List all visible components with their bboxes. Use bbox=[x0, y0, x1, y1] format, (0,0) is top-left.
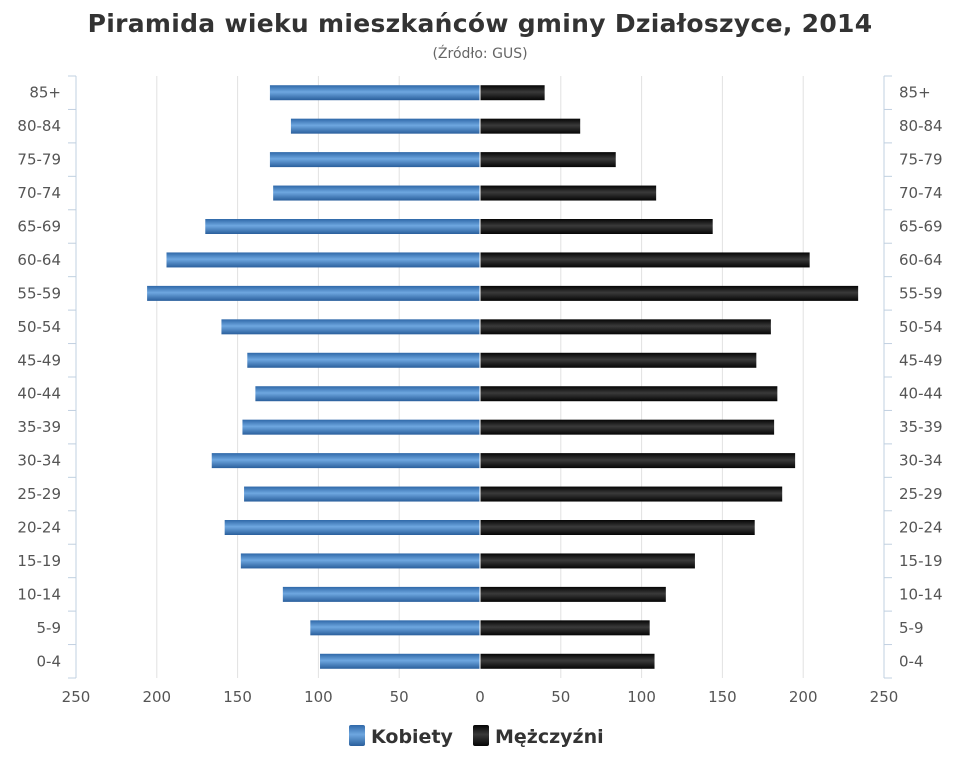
category-label-right: 80-84 bbox=[899, 117, 943, 135]
bar-kobiety-40-44[interactable] bbox=[255, 386, 480, 402]
category-label-left: 50-54 bbox=[17, 318, 61, 336]
bar-kobiety-5-9[interactable] bbox=[310, 620, 480, 636]
category-label-left: 65-69 bbox=[17, 218, 61, 236]
category-label-right: 35-39 bbox=[899, 418, 943, 436]
legend-item-mezczyzni[interactable]: Mężczyźni bbox=[473, 725, 604, 748]
category-label-right: 30-34 bbox=[899, 452, 943, 470]
category-label-left: 80-84 bbox=[17, 117, 61, 135]
category-label-left: 5-9 bbox=[37, 619, 62, 637]
category-label-left: 70-74 bbox=[17, 184, 61, 202]
bar-mezczyzni-0-4[interactable] bbox=[480, 653, 655, 669]
category-label-left: 35-39 bbox=[17, 418, 61, 436]
bar-kobiety-50-54[interactable] bbox=[221, 319, 480, 335]
bar-kobiety-10-14[interactable] bbox=[282, 586, 480, 602]
category-label-right: 25-29 bbox=[899, 485, 943, 503]
legend-label-mezczyzni: Mężczyźni bbox=[495, 726, 604, 748]
category-label-left: 85+ bbox=[29, 84, 61, 102]
x-tick-label: 250 bbox=[62, 688, 91, 706]
bar-mezczyzni-60-64[interactable] bbox=[480, 252, 810, 268]
bar-kobiety-70-74[interactable] bbox=[273, 185, 480, 201]
bar-mezczyzni-85+[interactable] bbox=[480, 85, 545, 101]
category-label-right: 40-44 bbox=[899, 385, 943, 403]
bar-mezczyzni-70-74[interactable] bbox=[480, 185, 657, 201]
bar-kobiety-20-24[interactable] bbox=[224, 520, 480, 535]
bars bbox=[147, 76, 859, 678]
x-tick-label: 150 bbox=[708, 688, 737, 706]
category-label-right: 0-4 bbox=[899, 652, 924, 670]
category-label-left: 0-4 bbox=[37, 652, 62, 670]
bar-mezczyzni-50-54[interactable] bbox=[480, 319, 771, 335]
bar-mezczyzni-5-9[interactable] bbox=[480, 620, 650, 636]
bar-kobiety-30-34[interactable] bbox=[211, 453, 480, 469]
bar-mezczyzni-40-44[interactable] bbox=[480, 386, 778, 402]
bar-kobiety-35-39[interactable] bbox=[242, 419, 480, 435]
x-tick-label: 200 bbox=[142, 688, 171, 706]
x-tick-label: 50 bbox=[551, 688, 570, 706]
bar-mezczyzni-65-69[interactable] bbox=[480, 219, 713, 234]
category-label-left: 45-49 bbox=[17, 351, 61, 369]
bar-kobiety-60-64[interactable] bbox=[166, 252, 480, 268]
bar-mezczyzni-45-49[interactable] bbox=[480, 352, 757, 368]
category-label-right: 45-49 bbox=[899, 351, 943, 369]
x-tick-labels: 250 200 150 100 50 0 50 100 150 200 250 bbox=[62, 688, 899, 706]
category-label-right: 65-69 bbox=[899, 218, 943, 236]
x-tick-label: 250 bbox=[870, 688, 899, 706]
chart-title: Piramida wieku mieszkańców gminy Działos… bbox=[88, 9, 873, 38]
category-label-left: 25-29 bbox=[17, 485, 61, 503]
category-label-left: 60-64 bbox=[17, 251, 61, 269]
category-label-right: 60-64 bbox=[899, 251, 943, 269]
category-label-left: 10-14 bbox=[17, 585, 61, 603]
category-label-left: 75-79 bbox=[17, 151, 61, 169]
x-tick-label: 150 bbox=[223, 688, 252, 706]
bar-mezczyzni-30-34[interactable] bbox=[480, 453, 796, 469]
category-labels: 85+ 85+ 80-84 80-84 75-79 75-79 70-74 70-74 65-6… bbox=[17, 84, 942, 671]
legend-swatch-mezczyzni bbox=[473, 725, 489, 746]
bar-kobiety-80-84[interactable] bbox=[290, 118, 480, 134]
bar-kobiety-0-4[interactable] bbox=[320, 653, 480, 669]
category-label-left: 40-44 bbox=[17, 385, 61, 403]
bar-kobiety-65-69[interactable] bbox=[205, 219, 480, 234]
axes bbox=[68, 75, 892, 679]
bar-kobiety-25-29[interactable] bbox=[244, 486, 480, 502]
bar-mezczyzni-10-14[interactable] bbox=[480, 586, 666, 602]
bar-kobiety-45-49[interactable] bbox=[247, 352, 480, 368]
category-label-left: 20-24 bbox=[17, 519, 61, 537]
category-label-left: 55-59 bbox=[17, 284, 61, 302]
category-label-right: 75-79 bbox=[899, 151, 943, 169]
bar-kobiety-75-79[interactable] bbox=[269, 152, 480, 168]
chart-subtitle: (Źródło: GUS) bbox=[432, 44, 527, 62]
x-tick-label: 100 bbox=[304, 688, 333, 706]
x-tick-label: 200 bbox=[789, 688, 818, 706]
category-label-right: 5-9 bbox=[899, 619, 924, 637]
bar-mezczyzni-55-59[interactable] bbox=[480, 285, 859, 301]
bar-kobiety-55-59[interactable] bbox=[147, 285, 480, 301]
category-label-right: 85+ bbox=[899, 84, 931, 102]
x-tick-label: 50 bbox=[390, 688, 409, 706]
bar-kobiety-15-19[interactable] bbox=[240, 553, 480, 569]
bar-mezczyzni-80-84[interactable] bbox=[480, 118, 581, 134]
bar-kobiety-85+[interactable] bbox=[269, 85, 480, 101]
category-label-right: 50-54 bbox=[899, 318, 943, 336]
category-label-left: 15-19 bbox=[17, 552, 61, 570]
bar-mezczyzni-20-24[interactable] bbox=[480, 520, 755, 535]
category-label-right: 10-14 bbox=[899, 585, 943, 603]
category-label-right: 15-19 bbox=[899, 552, 943, 570]
x-tick-label: 100 bbox=[627, 688, 656, 706]
category-label-left: 30-34 bbox=[17, 452, 61, 470]
bar-mezczyzni-15-19[interactable] bbox=[480, 553, 695, 569]
bar-mezczyzni-35-39[interactable] bbox=[480, 419, 775, 435]
bar-mezczyzni-25-29[interactable] bbox=[480, 486, 783, 502]
category-label-right: 20-24 bbox=[899, 519, 943, 537]
legend-swatch-kobiety bbox=[349, 725, 365, 746]
category-label-right: 55-59 bbox=[899, 284, 943, 302]
bar-mezczyzni-75-79[interactable] bbox=[480, 152, 616, 168]
legend-label-kobiety: Kobiety bbox=[371, 726, 454, 748]
legend: Kobiety Mężczyźni bbox=[349, 725, 604, 748]
x-tick-label: 0 bbox=[475, 688, 485, 706]
category-label-right: 70-74 bbox=[899, 184, 943, 202]
legend-item-kobiety[interactable]: Kobiety bbox=[349, 725, 454, 748]
